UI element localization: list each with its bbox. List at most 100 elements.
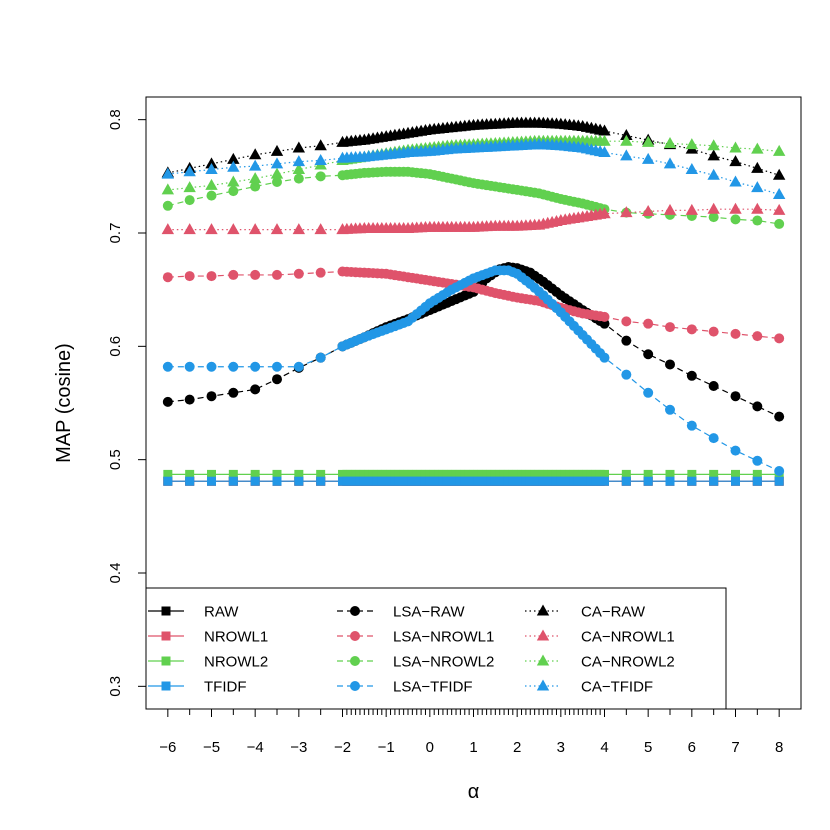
series-lsa-nrowl2 (162, 166, 785, 229)
data-point (248, 148, 262, 160)
data-point (272, 374, 282, 385)
data-point (161, 167, 175, 179)
data-point (227, 152, 240, 164)
y-tick-label: 0.8 (107, 109, 124, 130)
data-point (598, 146, 611, 158)
series-ca-tfidf (161, 138, 786, 199)
data-point (250, 384, 261, 395)
data-point (687, 476, 697, 486)
data-point (183, 181, 196, 193)
series-lsa-nrowl1 (162, 266, 785, 344)
legend-marker (536, 604, 550, 616)
legend-label: LSA−TFIDF (393, 679, 473, 696)
x-tick-label: −3 (290, 739, 307, 756)
data-point (620, 206, 633, 218)
data-point (248, 223, 262, 235)
data-point (272, 269, 282, 280)
data-point (250, 476, 260, 486)
data-point (292, 223, 306, 235)
x-tick-label: 4 (600, 739, 608, 756)
data-point (709, 476, 719, 486)
data-point (752, 215, 763, 226)
data-point (314, 153, 327, 165)
legend-item-ca-tfidf: CA−TFIDF (525, 679, 653, 696)
data-point (183, 223, 196, 235)
x-tick-label: −4 (247, 739, 264, 756)
data-point (228, 469, 238, 479)
data-point (620, 134, 633, 146)
data-point (228, 476, 238, 486)
data-point (707, 139, 720, 151)
data-point (163, 476, 173, 486)
data-point (205, 178, 218, 190)
x-tick-label: −2 (334, 739, 351, 756)
data-point (184, 394, 195, 405)
legend-marker (350, 681, 360, 691)
legend-label: RAW (204, 604, 239, 621)
legend-label: CA−NROWL2 (581, 654, 675, 671)
data-point (205, 163, 218, 175)
data-point (685, 203, 699, 215)
legend-label: NROWL1 (204, 629, 268, 646)
legend-item-lsa-nrowl2: LSA−NROWL2 (337, 654, 494, 671)
data-point (270, 167, 284, 179)
data-point (598, 134, 611, 146)
data-point (206, 271, 217, 282)
legend-item-lsa-raw: LSA−RAW (337, 604, 465, 621)
series-nrowl2 (163, 469, 784, 479)
data-point (600, 469, 609, 479)
data-point (599, 311, 610, 322)
data-point (665, 322, 675, 333)
data-point (643, 476, 653, 486)
data-point (185, 469, 195, 479)
data-point (752, 401, 763, 412)
data-point (707, 149, 720, 161)
data-point (293, 268, 304, 279)
data-point (314, 139, 327, 151)
data-point (751, 181, 764, 193)
data-point (599, 352, 610, 363)
data-point (621, 369, 632, 380)
x-tick-label: 0 (426, 739, 434, 756)
legend-label: LSA−NROWL1 (393, 629, 494, 646)
x-tick-label: −5 (203, 739, 220, 756)
legend-marker (536, 679, 550, 691)
legend-marker (161, 606, 171, 616)
x-tick-label: −1 (378, 739, 395, 756)
data-point (248, 159, 262, 171)
data-point (270, 157, 284, 169)
series-tfidf (163, 476, 784, 486)
data-point (206, 361, 217, 372)
legend-marker (350, 631, 360, 641)
legend-item-ca-nrowl2: CA−NROWL2 (525, 654, 675, 671)
data-point (272, 476, 282, 486)
legend-item-ca-nrowl1: CA−NROWL1 (525, 629, 675, 646)
data-point (774, 333, 785, 344)
x-tick-label: 3 (557, 739, 565, 756)
data-point (729, 175, 742, 187)
data-point (292, 155, 306, 167)
data-point (707, 202, 720, 214)
data-point (729, 141, 742, 153)
data-point (162, 272, 173, 283)
data-point (600, 476, 609, 486)
legend-item-ca-raw: CA−RAW (525, 604, 646, 621)
data-point (163, 469, 173, 479)
data-point (228, 186, 239, 197)
data-point (250, 469, 260, 479)
data-point (730, 445, 741, 456)
data-point (772, 168, 786, 180)
y-tick-label: 0.3 (107, 676, 124, 697)
data-point (621, 469, 631, 479)
data-point (161, 183, 175, 195)
data-point (730, 391, 741, 402)
data-point (621, 335, 632, 346)
data-point (752, 469, 762, 479)
x-tick-label: 6 (688, 739, 696, 756)
data-point (751, 161, 764, 173)
legend-label: LSA−NROWL2 (393, 654, 494, 671)
data-point (643, 349, 654, 360)
data-point (686, 420, 697, 431)
y-tick-label: 0.6 (107, 336, 124, 357)
